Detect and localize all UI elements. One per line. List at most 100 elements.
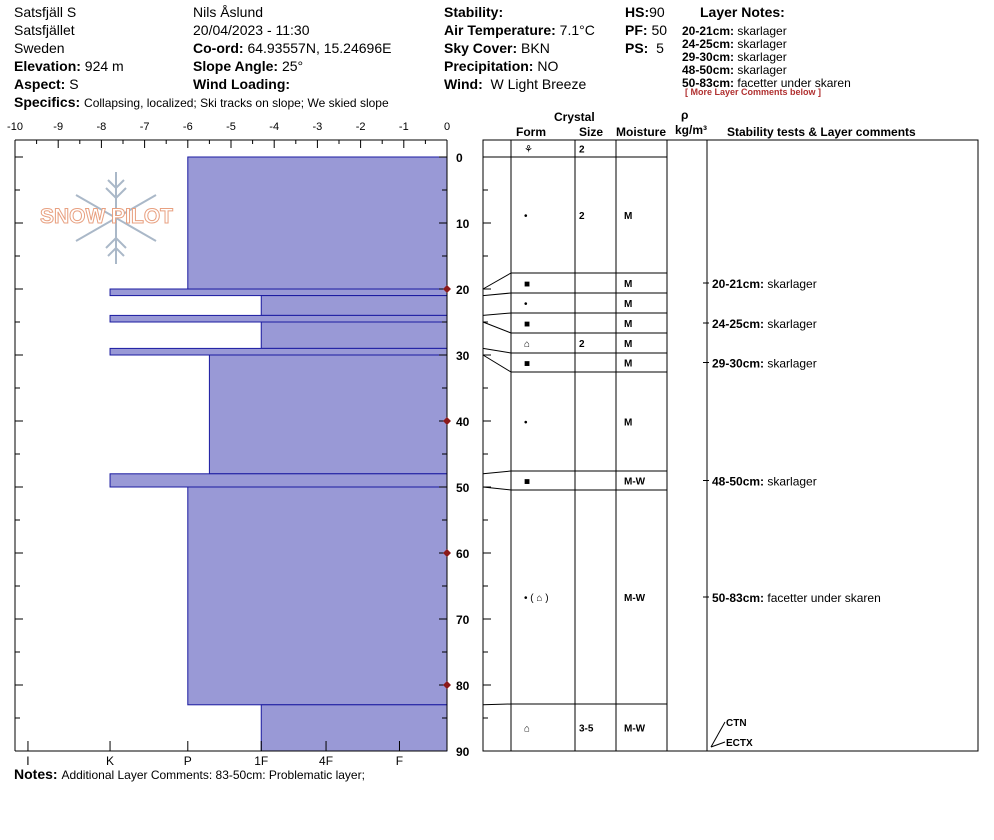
elevation: Elevation: 924 m: [14, 58, 124, 74]
layer-comment: 29-30cm: skarlager: [712, 357, 817, 371]
layer-comment: 48-50cm: skarlager: [712, 475, 817, 489]
hardness-tick-label: P: [184, 754, 192, 768]
temperature-marker: [443, 417, 451, 425]
temperature-marker: [443, 549, 451, 557]
crystal-form-symbol: ■: [524, 477, 530, 488]
depth-tick-label: 70: [456, 613, 470, 627]
depth-tick-label: 40: [456, 415, 470, 429]
depth-tick-label: 50: [456, 481, 470, 495]
depth-connector-line: [482, 272, 512, 290]
moisture-value: M: [624, 339, 632, 350]
specifics: Specifics: Collapsing, localized; Ski tr…: [14, 94, 389, 110]
temp-tick-label: -6: [183, 121, 193, 133]
depth-connector-line: [482, 470, 512, 475]
precipitation: Precipitation: NO: [444, 58, 559, 74]
depth-connector-line: [482, 703, 512, 706]
table-row: ■ M 24-25cm: skarlager: [524, 317, 817, 331]
hardness-layer-bar: [109, 473, 448, 488]
depth-connector-line: [482, 321, 512, 334]
moisture-value: M-W: [624, 593, 646, 604]
temp-tick-label: -9: [53, 121, 63, 133]
table-row: • 2 M: [524, 211, 632, 222]
hardness-layer-bar: [260, 295, 448, 316]
temp-tick-label: -1: [399, 121, 409, 133]
crystal-form-symbol: ⌂: [524, 724, 530, 735]
temperature-marker: [443, 285, 451, 293]
table-row: • M: [524, 418, 632, 429]
stability-test-arrow: [710, 741, 726, 748]
table-row: ⚘ 2: [524, 145, 585, 156]
crystal-header: Crystal: [554, 110, 595, 124]
hardness-layer-bar: [260, 321, 448, 349]
form-header: Form: [516, 125, 546, 139]
sky-cover: Sky Cover: BKN: [444, 40, 550, 56]
temp-tick-label: -10: [7, 121, 23, 133]
depth-tick-label: 30: [456, 349, 470, 363]
depth-connector-line: [482, 312, 512, 316]
table-row: • M: [524, 299, 632, 310]
temp-tick-label: -5: [226, 121, 236, 133]
depth-tick-label: 20: [456, 283, 470, 297]
crystal-form-symbol: •: [524, 211, 528, 222]
moisture-value: M: [624, 359, 632, 370]
area-name: Satsfjället: [14, 22, 75, 38]
temp-tick-label: -4: [269, 121, 279, 133]
temp-tick-label: -8: [97, 121, 107, 133]
layer-note-item: 24-25cm: skarlager: [682, 37, 787, 51]
crystal-size: 2: [579, 211, 585, 222]
hardness-layer-bar: [187, 486, 448, 706]
table-row: • ( ⌂ ) M-W 50-83cm: facetter under skaren: [524, 591, 881, 605]
snowflake-icon: [75, 172, 157, 264]
hardness-layer-bar: [109, 347, 448, 356]
layer-note-item: 29-30cm: skarlager: [682, 50, 787, 64]
more-layer-comments-link[interactable]: [ More Layer Comments below ]: [685, 87, 822, 97]
moisture-value: M: [624, 279, 632, 290]
stability-test-label: CTN: [726, 718, 747, 729]
stability-test-arrow: [710, 721, 726, 748]
stability: Stability:: [444, 4, 504, 20]
depth-connector-line: [482, 347, 512, 354]
depth-tick-label: 90: [456, 745, 470, 759]
table-row: ■ M 20-21cm: skarlager: [524, 277, 817, 291]
moisture-value: M: [624, 418, 632, 429]
hardness-layer-bar: [109, 314, 448, 323]
depth-tick-label: 0: [456, 151, 463, 165]
hardness-tick-label: 4F: [319, 754, 333, 768]
wind: Wind: W Light Breeze: [444, 76, 587, 92]
temperature-marker: [443, 681, 451, 689]
moisture-value: M: [624, 211, 632, 222]
layer-note-item: 50-83cm: facetter under skaren: [682, 76, 851, 90]
foot-penetration: PF: 50: [625, 22, 668, 38]
crystal-form-symbol: ■: [524, 359, 530, 370]
layer-comment: 24-25cm: skarlager: [712, 317, 817, 331]
layer-table-frame: [482, 139, 979, 752]
depth-tick-label: 80: [456, 679, 470, 693]
ski-penetration: PS: 5: [625, 40, 664, 56]
density-symbol-header: ρ: [681, 108, 689, 122]
temp-tick-label: -7: [140, 121, 150, 133]
layer-comment: 20-21cm: skarlager: [712, 277, 817, 291]
hardness-tick-label: K: [106, 754, 114, 768]
crystal-size: 3-5: [579, 724, 594, 735]
size-header: Size: [579, 125, 604, 139]
comments-header: Stability tests & Layer comments: [727, 125, 916, 139]
location-name: Satsfjäll S: [14, 4, 77, 20]
depth-connector-line: [482, 292, 512, 297]
layer-comment: 50-83cm: facetter under skaren: [712, 591, 881, 605]
slope-angle: Slope Angle: 25°: [193, 58, 304, 74]
moisture-value: M: [624, 319, 632, 330]
hardness-tick-label: I: [26, 754, 29, 768]
moisture-value: M-W: [624, 477, 646, 488]
snowpilot-logo-text: SNOW PILOT: [40, 205, 174, 228]
crystal-form-symbol: • ( ⌂ ): [524, 593, 549, 604]
crystal-form-symbol: ■: [524, 279, 530, 290]
crystal-size: 2: [579, 145, 585, 156]
hardness-layer-bar: [260, 704, 448, 752]
observer-name: Nils Åslund: [193, 4, 264, 20]
depth-tick-label: 10: [456, 217, 470, 231]
crystal-form-symbol: ⚘: [524, 145, 533, 156]
hardness-layer-bar: [109, 288, 448, 297]
hardness-layer-bar: [187, 156, 448, 290]
